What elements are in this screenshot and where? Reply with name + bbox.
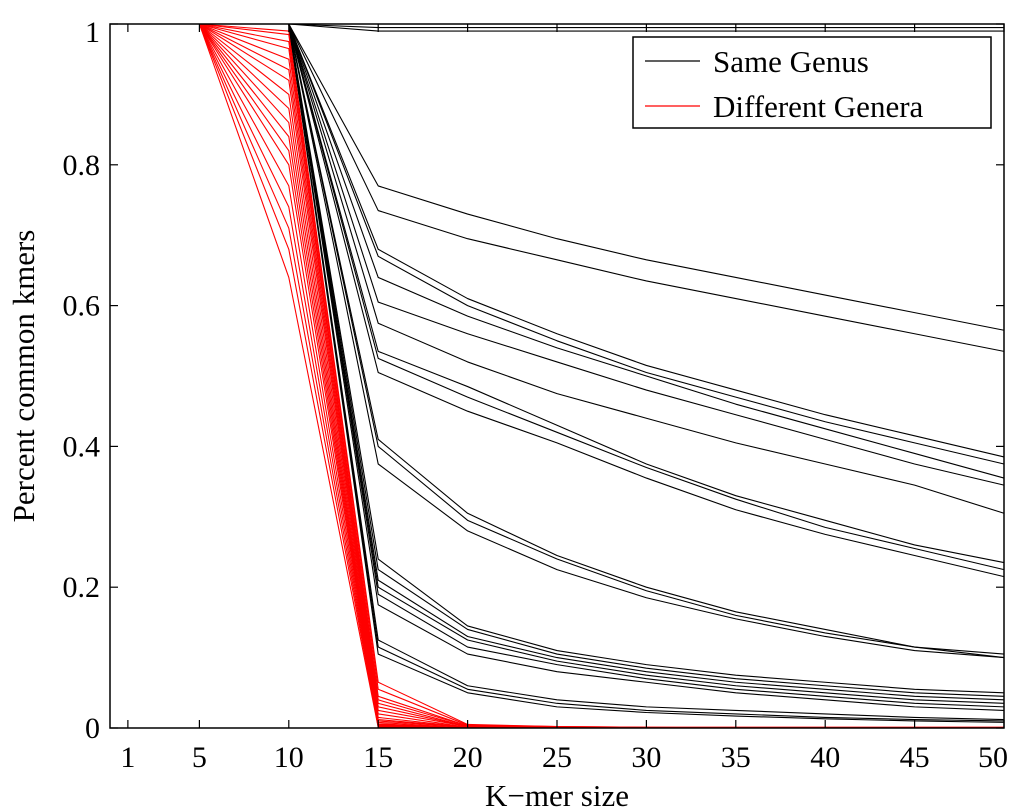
legend: Same Genus Different Genera bbox=[632, 36, 992, 129]
series-line-different-genera-4 bbox=[127, 23, 1004, 729]
series-line-different-genera-12 bbox=[127, 23, 1004, 729]
series-line-different-genera-2 bbox=[127, 23, 1004, 729]
x-axis-label: K−mer size bbox=[485, 778, 629, 812]
x-tick-label: 5 bbox=[192, 741, 207, 774]
legend-label-different-genera: Different Genera bbox=[713, 89, 924, 124]
series-line-different-genera-16 bbox=[127, 23, 1004, 729]
series-line-different-genera-0 bbox=[127, 23, 1004, 728]
x-tick-label: 20 bbox=[453, 741, 483, 774]
series-line-different-genera-3 bbox=[127, 23, 1004, 729]
series-line-different-genera-6 bbox=[127, 23, 1004, 729]
x-tick-label: 15 bbox=[363, 741, 393, 774]
legend-label-same-genus: Same Genus bbox=[713, 44, 869, 79]
series-line-different-genera-9 bbox=[127, 23, 1004, 729]
y-tick-label: 0.4 bbox=[63, 430, 101, 463]
series-line-different-genera-1 bbox=[127, 23, 1004, 728]
legend-box bbox=[632, 36, 992, 129]
series-line-different-genera-14 bbox=[127, 23, 1004, 729]
plot-frame bbox=[109, 23, 1005, 729]
y-axis-label: Percent common kmers bbox=[6, 230, 41, 523]
y-tick-label: 0 bbox=[85, 712, 100, 745]
series-line-different-genera-5 bbox=[127, 23, 1004, 729]
y-tick-label: 1 bbox=[85, 16, 100, 49]
series-line-different-genera-10 bbox=[127, 23, 1004, 729]
x-tick-label: 45 bbox=[900, 741, 930, 774]
x-tick-labels: 1 5 10 15 20 25 30 35 40 45 50 bbox=[120, 741, 1008, 774]
series-line-different-genera-8 bbox=[127, 23, 1004, 729]
x-tick-label: 10 bbox=[274, 741, 304, 774]
y-tick-labels: 0 0.2 0.4 0.6 0.8 1 bbox=[63, 16, 101, 745]
y-tick-label: 0.2 bbox=[63, 571, 101, 604]
x-tick-label: 50 bbox=[978, 741, 1008, 774]
series-line-different-genera-15 bbox=[127, 23, 1004, 729]
x-tick-label: 30 bbox=[631, 741, 661, 774]
y-tick-label: 0.8 bbox=[63, 149, 101, 182]
x-tick-label: 1 bbox=[120, 741, 135, 774]
series-line-different-genera-7 bbox=[127, 23, 1004, 729]
x-tick-label: 25 bbox=[542, 741, 572, 774]
series-line-same-genus-23 bbox=[127, 23, 1005, 723]
x-tick-label: 35 bbox=[721, 741, 751, 774]
y-tick-label: 0.6 bbox=[63, 290, 101, 323]
axis-ticks bbox=[110, 23, 1005, 729]
x-tick-label: 40 bbox=[810, 741, 840, 774]
series-line-different-genera-17 bbox=[127, 23, 1004, 729]
series-lines bbox=[127, 23, 1005, 729]
series-line-different-genera-13 bbox=[127, 23, 1004, 729]
series-line-different-genera-11 bbox=[127, 23, 1004, 729]
